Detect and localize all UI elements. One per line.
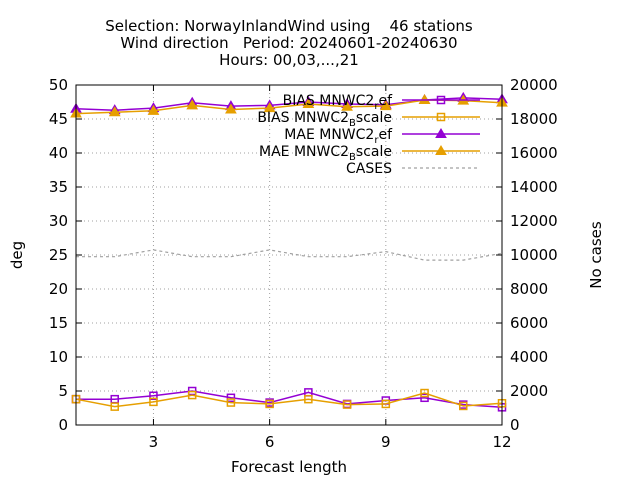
x-tick-label: 3 bbox=[149, 433, 159, 451]
legend-label: MAE MNWC2ref bbox=[284, 127, 393, 146]
y-tick-label: 20 bbox=[49, 280, 68, 298]
data-point bbox=[302, 98, 315, 109]
data-point bbox=[379, 100, 392, 111]
data-point bbox=[187, 390, 197, 400]
data-point bbox=[435, 145, 447, 155]
legend-label: CASES bbox=[346, 161, 392, 177]
legend-item: MAE MNWC2ref bbox=[284, 127, 480, 146]
data-point bbox=[186, 99, 199, 110]
y2-tick-label: 4000 bbox=[510, 348, 548, 366]
y-tick-label: 50 bbox=[49, 76, 68, 94]
data-point bbox=[147, 104, 160, 115]
y-tick-label: 0 bbox=[58, 416, 68, 434]
y2-tick-label: 18000 bbox=[510, 110, 558, 128]
y-tick-label: 30 bbox=[49, 212, 68, 230]
y2-tick-label: 12000 bbox=[510, 212, 558, 230]
y-tick-label: 35 bbox=[49, 178, 68, 196]
data-point bbox=[459, 401, 468, 411]
y-tick-label: 25 bbox=[49, 246, 68, 264]
series-line bbox=[76, 390, 503, 409]
legend-item: BIAS MNWC2ref bbox=[283, 93, 480, 112]
y2-axis-label: No cases bbox=[587, 221, 605, 289]
x-axis-label: Forecast length bbox=[231, 458, 347, 476]
data-point bbox=[110, 402, 119, 411]
y2-tick-label: 16000 bbox=[510, 144, 558, 162]
grid-lines bbox=[76, 85, 502, 425]
y2-tick-label: 6000 bbox=[510, 314, 548, 332]
data-point bbox=[265, 399, 274, 409]
data-point bbox=[420, 393, 429, 403]
y-tick-label: 10 bbox=[49, 348, 68, 366]
data-point bbox=[381, 399, 391, 409]
data-point bbox=[225, 103, 237, 114]
title-line-3: Hours: 00,03,...,21 bbox=[219, 51, 359, 69]
series-line bbox=[75, 392, 503, 408]
y2-tick-label: 14000 bbox=[510, 178, 558, 196]
data-point bbox=[420, 388, 429, 398]
data-point bbox=[436, 112, 446, 122]
chart-title: Selection: NorwayInlandWind using 46 sta… bbox=[105, 17, 473, 69]
y-tick-label: 40 bbox=[49, 144, 68, 162]
data-point bbox=[226, 398, 236, 407]
legend-item: CASES bbox=[346, 161, 480, 177]
data-point bbox=[108, 106, 121, 117]
y-axis-label: deg bbox=[8, 241, 26, 269]
data-point bbox=[149, 391, 158, 401]
axis-ticks: 0 5 10 15 20 25 30 35 40 45 50 0 2000 4000 6000 8000 100… bbox=[49, 76, 558, 451]
y2-tick-label: 0 bbox=[510, 416, 520, 434]
legend-label: BIAS MNWC2ref bbox=[283, 93, 393, 112]
data-point bbox=[435, 128, 447, 138]
y2-tick-label: 2000 bbox=[510, 382, 548, 400]
data-point bbox=[304, 394, 313, 404]
legend-label: BIAS MNWC2Bscale bbox=[257, 110, 392, 129]
y2-tick-label: 8000 bbox=[510, 280, 548, 298]
title-line-1: Selection: NorwayInlandWind using 46 sta… bbox=[105, 17, 473, 35]
x-tick-label: 9 bbox=[381, 433, 391, 451]
data-point bbox=[418, 93, 431, 104]
title-line-2: Wind direction Period: 20240601-20240630 bbox=[120, 34, 457, 52]
series-2 bbox=[71, 388, 507, 411]
data-point bbox=[263, 102, 276, 113]
y-tick-label: 5 bbox=[58, 382, 68, 400]
data-point bbox=[341, 100, 353, 111]
data-point bbox=[436, 95, 446, 105]
data-point bbox=[149, 397, 158, 407]
legend-item: MAE MNWC2Bscale bbox=[259, 144, 480, 163]
data-point bbox=[226, 393, 236, 403]
x-tick-label: 12 bbox=[492, 433, 511, 451]
legend-label: MAE MNWC2Bscale bbox=[259, 144, 392, 163]
y2-tick-label: 10000 bbox=[510, 246, 558, 264]
x-tick-label: 6 bbox=[265, 433, 275, 451]
y-tick-label: 45 bbox=[49, 110, 68, 128]
data-point bbox=[342, 400, 352, 409]
legend-item: BIAS MNWC2Bscale bbox=[257, 110, 480, 129]
y-tick-label: 15 bbox=[49, 314, 68, 332]
y2-tick-label: 20000 bbox=[510, 76, 558, 94]
